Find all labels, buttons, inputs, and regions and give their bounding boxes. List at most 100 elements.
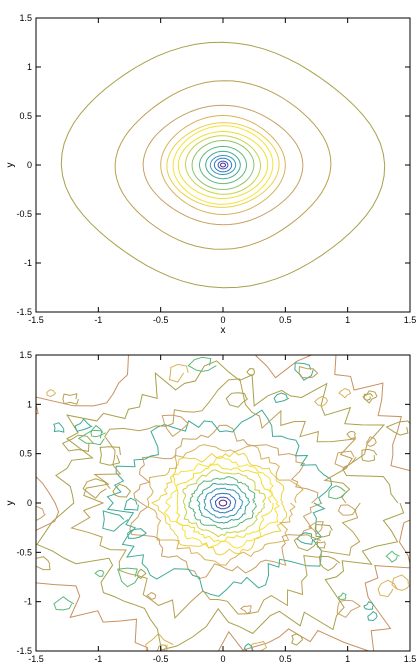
contour-fragment — [361, 448, 378, 462]
y-tick-label: 0 — [27, 160, 32, 170]
y-tick-label: 0.5 — [19, 111, 32, 121]
y-tick-label: 0.5 — [19, 449, 32, 459]
contour-fragment — [385, 550, 400, 563]
contour-fragment — [315, 523, 333, 538]
contour-fragment — [36, 505, 46, 522]
contour-line — [198, 145, 247, 185]
y-tick-label: 1.5 — [19, 350, 32, 360]
contour-fragment — [362, 390, 378, 404]
x-axis-label: x — [221, 664, 226, 666]
contour-fragment — [313, 395, 329, 407]
y-tick-label: 1 — [27, 62, 32, 72]
contour-fragment — [307, 521, 324, 535]
contour-fragment — [90, 424, 106, 438]
contour-fragment — [346, 430, 357, 440]
x-tick-label: 1 — [345, 315, 350, 325]
contour-line — [196, 482, 250, 524]
y-tick-label: -1 — [24, 597, 32, 607]
contour-line — [146, 444, 304, 566]
contour-fragment — [385, 420, 410, 436]
contour-fragment — [246, 367, 256, 376]
x-tick-label: 0.5 — [279, 315, 292, 325]
y-tick-label: 0 — [27, 498, 32, 508]
contour-line — [160, 114, 286, 216]
contour-line — [36, 355, 410, 651]
x-tick-label: 1.5 — [404, 654, 417, 664]
contour-fragment — [318, 555, 341, 572]
contour-line — [151, 450, 288, 556]
contour-fragment — [112, 483, 132, 498]
x-tick-label: 1.5 — [404, 315, 417, 325]
contour-line — [142, 104, 304, 226]
y-tick-label: 1.5 — [19, 13, 32, 23]
contour-fragment — [377, 579, 398, 598]
contour-fragment — [94, 569, 105, 578]
contour-lines — [60, 41, 386, 289]
contour-line — [114, 80, 332, 250]
contour-fragment — [391, 574, 410, 591]
contour-line — [218, 499, 228, 507]
y-tick-label: -1.5 — [16, 307, 32, 317]
contour-line — [188, 476, 257, 530]
contour-fragment — [338, 387, 352, 399]
contour-line — [172, 125, 274, 205]
contour-fragment — [102, 510, 129, 532]
contour-line — [177, 130, 269, 200]
contour-fragment — [156, 644, 168, 651]
contour-lines — [36, 355, 410, 651]
contour-line — [191, 139, 255, 191]
contour-line — [203, 487, 244, 519]
y-tick-label: -1.5 — [16, 646, 32, 656]
contour-line — [213, 157, 233, 173]
contour-line — [205, 150, 241, 180]
contour-fragment — [99, 446, 121, 466]
contour-fragment — [36, 556, 51, 571]
y-axis-label: y — [5, 501, 16, 506]
contour-fragment — [337, 504, 357, 516]
contour-fragment — [225, 392, 249, 408]
contour-fragment — [334, 450, 357, 468]
x-tick-label: -1 — [94, 315, 102, 325]
y-tick-label: -0.5 — [16, 209, 32, 219]
contour-fragment — [250, 640, 268, 651]
contour-line — [209, 492, 237, 514]
contour-fragment — [336, 599, 361, 619]
x-tick-label: 0.5 — [279, 654, 292, 664]
y-tick-label: -1 — [24, 258, 32, 268]
x-tick-label: 0 — [220, 654, 225, 664]
contour-fragment — [146, 591, 157, 600]
contour-fragment — [168, 363, 189, 383]
contour-line — [36, 360, 405, 651]
contour-fragment — [62, 393, 79, 405]
contour-fragment — [82, 478, 111, 499]
contour-line — [214, 496, 232, 510]
contour-fragment — [273, 392, 290, 404]
contour-fragment — [77, 429, 105, 446]
contour-line — [70, 378, 361, 619]
contour-fragment — [328, 485, 348, 500]
contour-fragment — [46, 389, 57, 398]
contour-fragment — [117, 567, 139, 588]
contour-fragment — [137, 568, 147, 580]
x-tick-label: -0.5 — [153, 654, 169, 664]
x-axis-label: x — [221, 325, 226, 336]
contour-line — [163, 455, 280, 549]
contour-line — [217, 160, 229, 170]
contour-line — [106, 409, 333, 597]
contour-fragment — [161, 414, 189, 438]
contour-line — [166, 122, 280, 208]
contour-line — [175, 463, 274, 543]
plot-frame — [35, 354, 411, 652]
contour-line — [209, 155, 237, 175]
x-tick-label: -0.5 — [153, 315, 169, 325]
contour-line — [182, 469, 266, 538]
contour-fragment — [53, 422, 65, 433]
x-tick-label: -1 — [94, 654, 102, 664]
contour-fragment — [243, 643, 253, 651]
y-tick-label: -0.5 — [16, 547, 32, 557]
contour-fragment — [293, 534, 321, 552]
contour-fragment — [291, 633, 304, 646]
y-axis-label: y — [5, 163, 16, 168]
y-tick-label: 1 — [27, 399, 32, 409]
x-tick-label: 0 — [220, 315, 225, 325]
